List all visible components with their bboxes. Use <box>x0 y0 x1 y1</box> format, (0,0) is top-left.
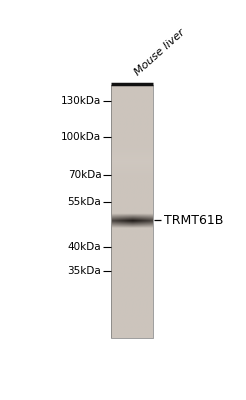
Text: 40kDa: 40kDa <box>68 242 101 252</box>
Text: 130kDa: 130kDa <box>61 96 101 106</box>
Text: 55kDa: 55kDa <box>68 198 101 208</box>
Text: 35kDa: 35kDa <box>68 266 101 276</box>
Text: 70kDa: 70kDa <box>68 170 101 180</box>
Text: TRMT61B: TRMT61B <box>164 214 224 226</box>
Text: 100kDa: 100kDa <box>61 132 101 142</box>
Text: Mouse liver: Mouse liver <box>133 27 187 77</box>
Bar <box>111 85 153 338</box>
